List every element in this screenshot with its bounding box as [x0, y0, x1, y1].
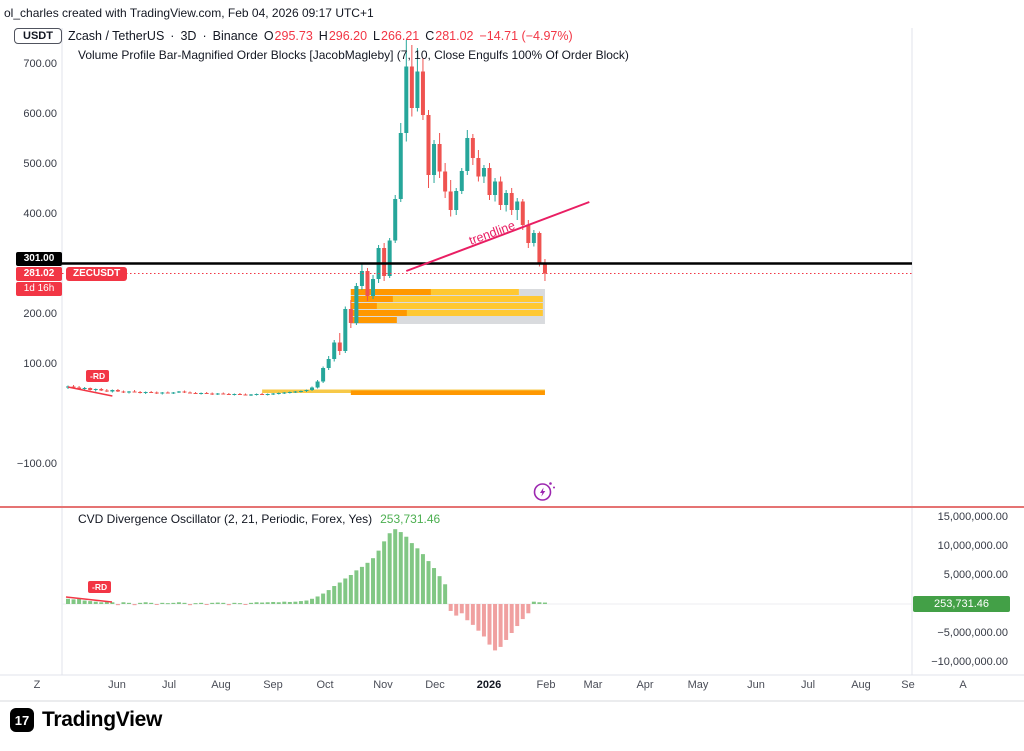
price-axis-label: 400.00 — [23, 208, 57, 220]
time-axis-label: May — [687, 679, 709, 691]
price-axis-label: −100.00 — [16, 458, 57, 470]
rd-signal-badge: -RD — [88, 581, 112, 593]
time-axis-label: Jun — [747, 679, 765, 691]
indicator-sparkle-icon[interactable] — [532, 479, 556, 503]
price-axis-label: 100.00 — [23, 358, 57, 370]
quote-currency-badge[interactable]: USDT — [14, 28, 62, 44]
time-axis-label: Aug — [851, 679, 871, 691]
ohlc-high: H296.20 — [318, 29, 368, 43]
time-axis-label: Dec — [425, 679, 445, 691]
symbol-title[interactable]: Zcash / TetherUS — [67, 29, 165, 43]
time-axis-label: Nov — [373, 679, 393, 691]
value-axis-label: −5,000,000.00 — [937, 627, 1008, 639]
time-axis-label: Jul — [161, 679, 177, 691]
time-axis-label: Apr — [636, 679, 654, 691]
time-axis-label: Z — [33, 679, 41, 691]
horizontal-line-price-badge: 301.00 — [16, 252, 62, 266]
oscillator-value-badge: 253,731.46 — [913, 596, 1010, 612]
tradingview-wordmark[interactable]: TradingView — [42, 708, 163, 731]
time-axis-label: Aug — [211, 679, 231, 691]
exchange-label[interactable]: Binance — [212, 29, 258, 43]
time-axis-label: Se — [901, 679, 915, 691]
legend-separator: · — [170, 29, 175, 43]
price-axis-label: 600.00 — [23, 108, 57, 120]
time-axis-label: Oct — [316, 679, 334, 691]
time-axis-label: Jun — [108, 679, 126, 691]
ohlc-low: L266.21 — [373, 29, 420, 43]
price-change: −14.71 (−4.97%) — [479, 29, 573, 43]
value-axis-label: 10,000,000.00 — [937, 540, 1008, 552]
bar-countdown-badge: 1d 16h — [16, 282, 62, 296]
legend: USDT Zcash / TetherUS · 3D · Binance O29… — [14, 28, 573, 44]
oscillator-legend[interactable]: CVD Divergence Oscillator (2, 21, Period… — [78, 512, 440, 526]
value-axis-label: −10,000,000.00 — [931, 656, 1008, 668]
time-axis-label: Jul — [800, 679, 816, 691]
footer: 17 TradingView — [10, 708, 162, 732]
rd-signal-badge: -RD — [86, 370, 110, 382]
ohlc-open: O295.73 — [263, 29, 313, 43]
ohlc-close: C281.02 — [425, 29, 474, 43]
price-axis-label: 200.00 — [23, 308, 57, 320]
last-price-badge: 281.02 — [16, 267, 62, 281]
value-axis-label: 5,000,000.00 — [943, 569, 1008, 581]
time-axis-label: A — [959, 679, 967, 691]
time-axis-label: Mar — [583, 679, 603, 691]
watermark: ol_charles created with TradingView.com,… — [4, 6, 374, 20]
interval-label[interactable]: 3D — [180, 29, 197, 43]
time-axis-label: Sep — [263, 679, 283, 691]
symbol-price-label: ZECUSDT — [66, 267, 128, 281]
tradingview-logo-icon[interactable]: 17 — [10, 708, 34, 732]
oscillator-title[interactable]: CVD Divergence Oscillator (2, 21, Period… — [78, 512, 373, 526]
value-axis-label: 15,000,000.00 — [937, 511, 1008, 523]
price-axis-label: 500.00 — [23, 158, 57, 170]
indicator-legend[interactable]: Volume Profile Bar-Magnified Order Block… — [78, 48, 629, 62]
legend-separator: · — [202, 29, 207, 43]
time-axis-label: 2026 — [476, 679, 502, 691]
oscillator-value: 253,731.46 — [380, 512, 441, 526]
time-axis-label: Feb — [536, 679, 556, 691]
price-axis-label: 700.00 — [23, 58, 57, 70]
